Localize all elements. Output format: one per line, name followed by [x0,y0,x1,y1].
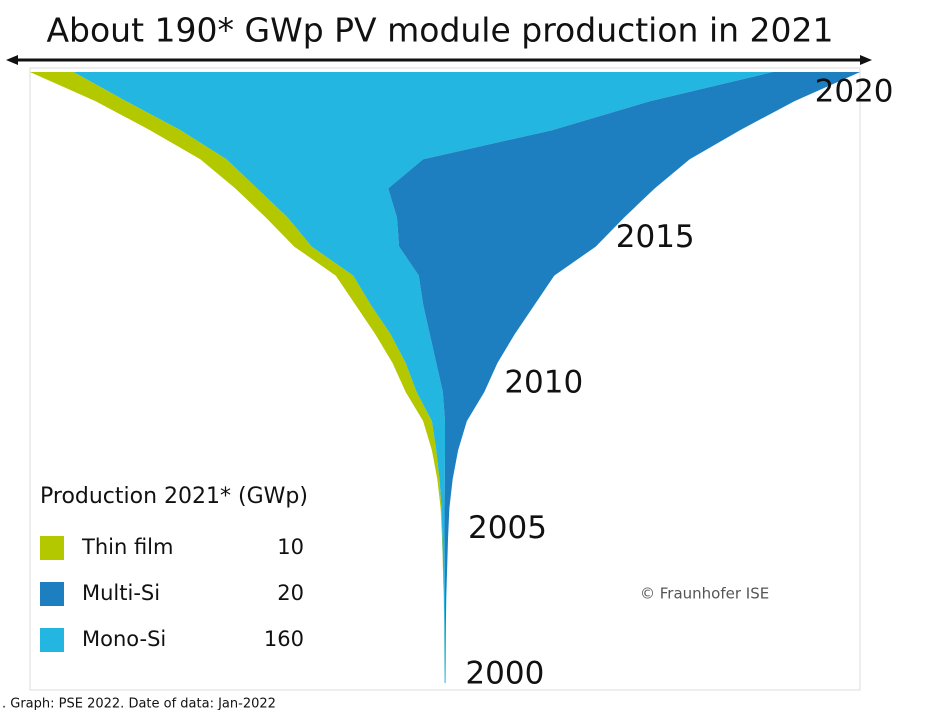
legend-swatch [40,536,64,560]
legend-value: 20 [277,581,304,605]
chart-title: About 190* GWp PV module production in 2… [46,11,833,50]
plot-frame [29,67,861,691]
legend-label: Thin film [81,535,173,559]
legend-value: 10 [277,535,304,559]
legend-swatch [40,582,64,606]
area [73,72,773,683]
legend-value: 160 [264,627,304,651]
legend-title: Production 2021* (GWp) [40,484,308,509]
footer: . Graph: PSE 2022. Date of data: Jan-202… [2,697,276,710]
copyright: © Fraunhofer ISE [640,585,769,603]
year-label: 2020 [815,74,894,110]
year-label: 2005 [468,510,547,546]
legend-label: Mono-Si [82,627,166,651]
year-label: 2015 [616,219,695,255]
year-label: 2000 [465,656,544,692]
legend-label: Multi-Si [82,581,160,605]
area [388,72,861,683]
arrow-right [860,55,872,65]
year-label: 2010 [504,365,583,401]
arrow-left [6,55,18,65]
legend-swatch [40,628,64,652]
